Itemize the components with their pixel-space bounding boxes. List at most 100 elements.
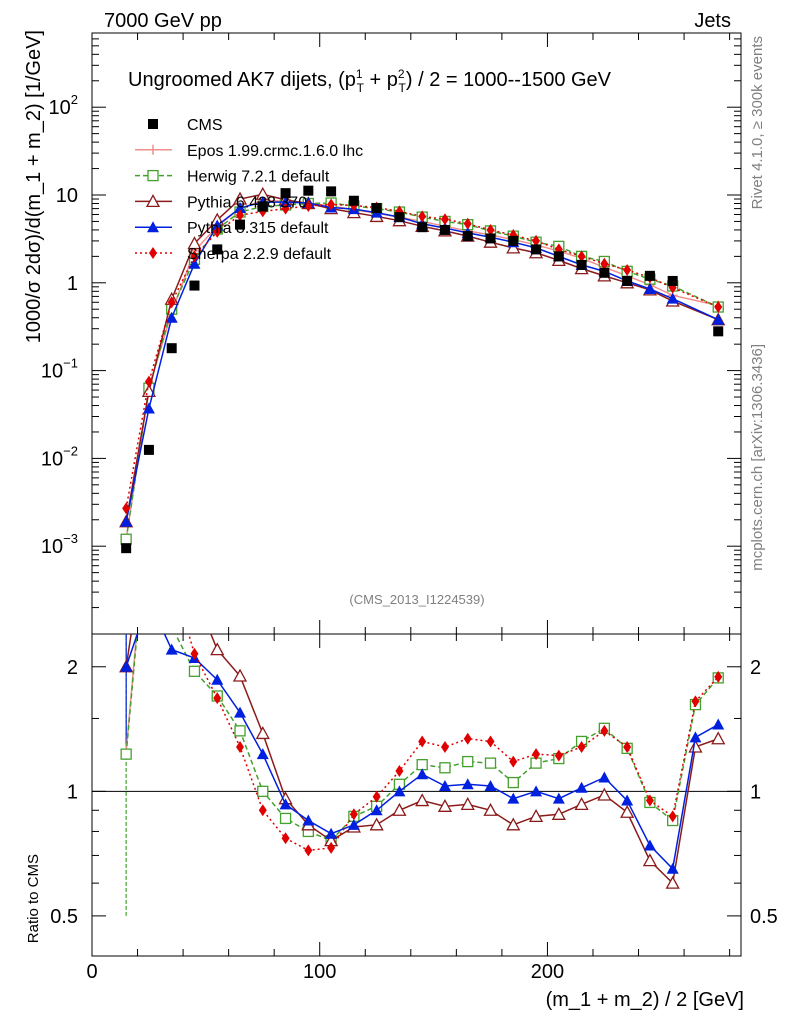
cms-data-point [485, 233, 496, 244]
ratio-series-point [462, 755, 474, 768]
ratio-series-point [712, 718, 725, 730]
ratio-series-point [714, 670, 723, 683]
ratio-series-point [532, 748, 541, 761]
main-y-tick-label: 10−1 [41, 356, 78, 383]
cms-data-point [553, 251, 564, 262]
legend-entry: Epos 1.99.crmc.1.6.0 lhc [135, 143, 363, 160]
main-y-tick-label: 10−2 [41, 443, 78, 470]
ratio-series-point [486, 735, 495, 748]
legend-entry: Herwig 7.2.1 default [135, 169, 330, 186]
legend-marker [147, 221, 159, 233]
ratio-series-group [119, 634, 726, 916]
ratio-axis-ticks: 2 2 1 1 0.5 0.5 0 100 200 [50, 634, 778, 983]
ratio-plot-frame [91, 633, 742, 957]
ratio-series-point [554, 749, 563, 762]
ratio-series-point [232, 668, 248, 682]
main-series-point [120, 533, 132, 545]
cms-data-point [371, 203, 382, 214]
main-series-point [279, 196, 292, 208]
main-series-point [506, 240, 521, 254]
main-series-point [714, 301, 723, 314]
legend-label: Herwig 7.2.1 default [187, 169, 330, 186]
header-process: Jets [694, 10, 731, 32]
ratio-series-point [600, 724, 609, 737]
ratio-panel: 2 2 1 1 0.5 0.5 0 100 200 Ratio to CMS (m_1 + m_… [25, 633, 778, 1011]
legend-label: CMS [187, 117, 223, 134]
ratio-series-point [506, 817, 521, 831]
legend-marker [148, 119, 158, 129]
ratio-series-point [577, 740, 586, 753]
ratio-series-point [484, 757, 497, 769]
ratio-series-point [279, 798, 292, 810]
ratio-series-point [507, 792, 520, 804]
main-series-point [532, 234, 541, 247]
ratio-series-point [623, 740, 632, 753]
ratio-series-point [597, 787, 612, 801]
cms-data-point [280, 188, 291, 199]
ratio-series-point [393, 785, 406, 797]
legend-entry: Pythia 6.428 370 [135, 194, 307, 211]
ratio-series-point [688, 739, 703, 753]
ratio-series-point [552, 792, 565, 804]
ratio-series-point [325, 827, 338, 839]
cms-data-point [644, 270, 655, 281]
ratio-series-point [210, 642, 225, 656]
main-series-point [712, 313, 725, 325]
legend-marker [145, 194, 161, 208]
main-series-point [281, 202, 290, 215]
ratio-series-point [484, 780, 497, 792]
x-axis-label: (m_1 + m_2) / 2 [GeV] [546, 989, 744, 1011]
legend-label: Epos 1.99.crmc.1.6.0 lhc [187, 143, 363, 160]
ratio-series-point [258, 804, 267, 817]
main-series-point [304, 199, 313, 212]
main-y-tick-label: 10−3 [41, 531, 78, 558]
x-tick-label: 200 [531, 961, 564, 983]
main-series-line [125, 203, 719, 509]
ratio-series-point [213, 692, 222, 705]
ratio-series-point [463, 732, 472, 745]
legend-marker [149, 247, 157, 259]
ratio-y-tick-label-right: 1 [750, 781, 761, 803]
ratio-series-point [234, 725, 246, 737]
header-energy: 7000 GeV pp [104, 10, 222, 32]
ratio-series-point [461, 778, 474, 790]
ratio-series-line [125, 634, 138, 752]
ratio-series-point [437, 798, 453, 812]
main-series-point [211, 219, 224, 231]
main-series-point [144, 375, 153, 388]
ratio-series-point [372, 790, 381, 803]
cms-data-point [348, 195, 359, 206]
main-axis-ticks: 10−3 10−2 10−1 1 10 102 [41, 32, 741, 635]
legend-label: Pythia 8.315 default [187, 220, 329, 237]
ratio-series-point [621, 794, 634, 806]
cms-data-point [439, 224, 450, 235]
cms-data-point [257, 201, 268, 212]
ratio-series-point [120, 660, 133, 672]
legend-entry: Pythia 8.315 default [135, 220, 329, 237]
ratio-series-line [125, 634, 719, 842]
main-series-point [142, 402, 155, 414]
x-tick-label: 100 [303, 961, 336, 983]
ratio-series-point [668, 810, 677, 823]
legend-entry: Sherpa 2.2.9 default [135, 246, 332, 263]
ratio-y-tick-label-right: 2 [750, 657, 761, 679]
ratio-series-point [234, 706, 247, 718]
ratio-series-line [125, 634, 719, 871]
cms-data-point [667, 275, 678, 286]
cms-data-point [599, 267, 610, 278]
main-title: Ungroomed AK7 dijets, (p1 T + p2 T) / 2 = … [128, 67, 612, 95]
ratio-y-tick-label: 2 [67, 657, 78, 679]
main-series-point [190, 250, 199, 263]
ratio-series-point [416, 768, 429, 780]
ratio-series-point [689, 731, 702, 743]
main-series-point [600, 257, 609, 270]
ratio-series-point [165, 643, 178, 655]
ratio-series-point [416, 759, 428, 771]
main-series-point [188, 257, 201, 269]
cms-data-point [326, 186, 337, 197]
ratio-series-point [507, 776, 519, 789]
main-series-point [486, 223, 495, 236]
ratio-series-point [440, 740, 449, 753]
main-series-point [463, 217, 472, 230]
